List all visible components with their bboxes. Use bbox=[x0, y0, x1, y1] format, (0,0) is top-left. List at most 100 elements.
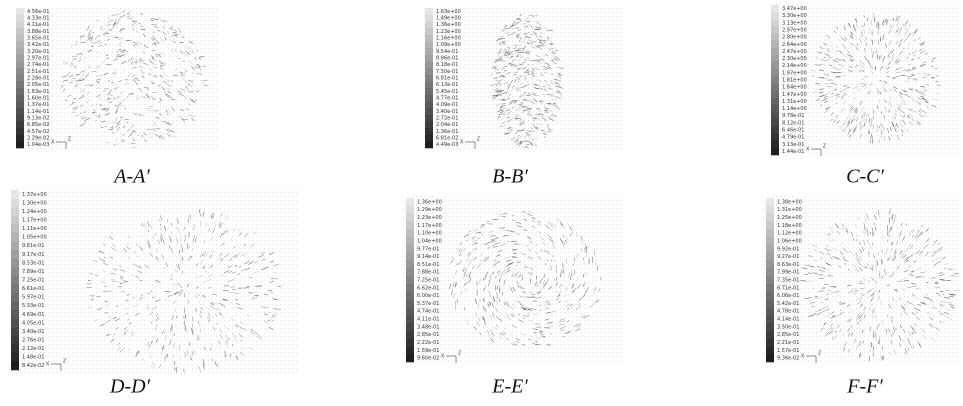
colorbar-label: 1.05e+00 bbox=[22, 235, 47, 241]
colorbar-segment bbox=[16, 121, 24, 128]
colorbar-label: 3.20e-01 bbox=[27, 49, 49, 55]
colorbar-segment bbox=[771, 55, 779, 62]
figure: 4.56e-014.33e-014.11e-013.88e-013.65e-01… bbox=[0, 0, 963, 401]
colorbar-segment bbox=[771, 126, 779, 133]
colorbar-segment bbox=[11, 199, 19, 208]
colorbar-segment bbox=[766, 206, 774, 214]
colorbar-label: 1.64e+00 bbox=[782, 85, 807, 91]
colorbar-segment bbox=[425, 21, 433, 28]
colorbar-label: 2.21e-01 bbox=[777, 340, 799, 346]
colorbar-segment bbox=[425, 61, 433, 68]
colorbar-segment bbox=[16, 115, 24, 122]
colorbar-label: 1.57e-01 bbox=[777, 348, 799, 354]
colorbar-segment bbox=[425, 128, 433, 135]
colorbar-segment bbox=[425, 115, 433, 122]
colorbar-label: 2.04e-01 bbox=[436, 122, 458, 128]
colorbar-segment bbox=[766, 276, 774, 284]
colorbar-label: 1.25e+00 bbox=[777, 215, 802, 221]
colorbar-label: 1.48e-01 bbox=[22, 355, 44, 361]
colorbar-label: 2.85e-01 bbox=[417, 332, 439, 338]
triad-label: Z bbox=[68, 136, 71, 142]
colorbar-segment bbox=[406, 315, 414, 323]
colorbar-label: 9.78e-01 bbox=[782, 113, 804, 119]
colorbar-label: 8.86e-01 bbox=[436, 56, 458, 62]
colorbar-segment bbox=[425, 101, 433, 108]
colorbar-label: 2.97e+00 bbox=[782, 28, 807, 34]
colorbar-segment bbox=[771, 91, 779, 98]
colorbar-label: 5.33e-01 bbox=[22, 303, 44, 309]
colorbar-segment bbox=[11, 361, 19, 370]
colorbar-segment bbox=[16, 21, 24, 28]
panel-caption: C-C′ bbox=[846, 166, 884, 188]
colorbar-label: 9.92e-01 bbox=[777, 246, 799, 252]
colorbar-label: 4.56e-01 bbox=[27, 9, 49, 15]
colorbar-label: 1.18e+00 bbox=[777, 223, 802, 229]
colorbar-label: 2.76e-01 bbox=[22, 338, 44, 344]
colorbar-label: 6.06e-01 bbox=[777, 293, 799, 299]
colorbar-segment bbox=[406, 354, 414, 362]
colorbar-label: 1.37e+00 bbox=[22, 192, 47, 198]
colorbar-label: 6.00e-01 bbox=[417, 293, 439, 299]
colorbar-label: 7.89e-01 bbox=[22, 269, 44, 275]
colorbar-label: 7.50e-01 bbox=[436, 69, 458, 75]
colorbar-label: 3.48e-01 bbox=[417, 324, 439, 330]
colorbar-segment bbox=[16, 75, 24, 82]
colorbar-label: 1.11e+00 bbox=[22, 226, 47, 232]
colorbar-label: 4.77e-01 bbox=[436, 96, 458, 102]
colorbar-label: 2.74e-01 bbox=[27, 62, 49, 68]
panel: 1.36e+001.29e+001.23e+001.17e+001.10e+00… bbox=[404, 196, 624, 398]
colorbar-label: 4.79e-01 bbox=[782, 135, 804, 141]
colorbar-segment bbox=[406, 245, 414, 253]
colorbar-segment bbox=[11, 216, 19, 225]
colorbar-segment bbox=[766, 268, 774, 276]
colorbar-label: 1.29e+00 bbox=[417, 207, 442, 213]
colorbar-label: 7.99e-01 bbox=[777, 270, 799, 276]
colorbar-segment bbox=[406, 229, 414, 237]
colorbar-segment bbox=[766, 346, 774, 354]
panel: 3.47e+003.30e+003.13e+002.97e+002.80e+00… bbox=[769, 3, 959, 188]
colorbar-segment bbox=[406, 300, 414, 308]
colorbar-label: 4.78e-01 bbox=[777, 309, 799, 315]
colorbar-label: 1.97e+00 bbox=[782, 70, 807, 76]
colorbar-label: 1.83e-01 bbox=[27, 89, 49, 95]
colorbar-label: 6.46e-01 bbox=[782, 128, 804, 134]
colorbar-segment bbox=[771, 12, 779, 19]
colorbar-segment bbox=[766, 307, 774, 315]
colorbar-segment bbox=[11, 190, 19, 199]
colorbar-segment bbox=[406, 323, 414, 331]
colorbar-label: 2.12e-01 bbox=[22, 346, 44, 352]
colorbar-label: 8.18e-01 bbox=[436, 62, 458, 68]
colorbar-segment bbox=[766, 284, 774, 292]
colorbar-label: 7.88e-01 bbox=[417, 270, 439, 276]
colorbar-label: 9.36e-02 bbox=[777, 356, 799, 362]
colorbar-segment bbox=[425, 8, 433, 15]
colorbar-label: 8.42e-02 bbox=[22, 363, 44, 369]
colorbar-label: 4.49e-03 bbox=[436, 142, 458, 148]
colorbar-segment bbox=[425, 121, 433, 128]
colorbar-segment bbox=[766, 300, 774, 308]
colorbar-label: 2.28e-01 bbox=[27, 76, 49, 82]
colorbar-label: 2.29e-02 bbox=[27, 136, 49, 142]
colorbar-label: 5.42e-01 bbox=[777, 301, 799, 307]
colorbar-segment bbox=[766, 198, 774, 206]
colorbar-segment bbox=[771, 62, 779, 69]
colorbar-segment bbox=[771, 98, 779, 105]
colorbar-segment bbox=[425, 75, 433, 82]
colorbar-label: 2.22e-01 bbox=[417, 340, 439, 346]
colorbar-label: 2.14e+00 bbox=[782, 63, 807, 69]
colorbar-label: 6.61e-01 bbox=[22, 286, 44, 292]
colorbar-label: 3.50e-01 bbox=[777, 324, 799, 330]
colorbar-segment bbox=[425, 88, 433, 95]
colorbar-segment bbox=[11, 241, 19, 250]
colorbar-segment bbox=[11, 224, 19, 233]
colorbar-segment bbox=[11, 319, 19, 328]
colorbar-label: 3.88e-01 bbox=[27, 29, 49, 35]
colorbar-segment bbox=[16, 28, 24, 35]
colorbar-label: 9.54e-01 bbox=[436, 49, 458, 55]
colorbar-label: 3.30e+00 bbox=[782, 13, 807, 19]
colorbar-segment bbox=[16, 128, 24, 135]
colorbar-label: 4.57e-02 bbox=[27, 129, 49, 135]
panel: 1.63e+001.49e+001.36e+001.23e+001.16e+00… bbox=[423, 6, 623, 188]
colorbar-segment bbox=[425, 48, 433, 55]
colorbar-segment bbox=[11, 276, 19, 285]
